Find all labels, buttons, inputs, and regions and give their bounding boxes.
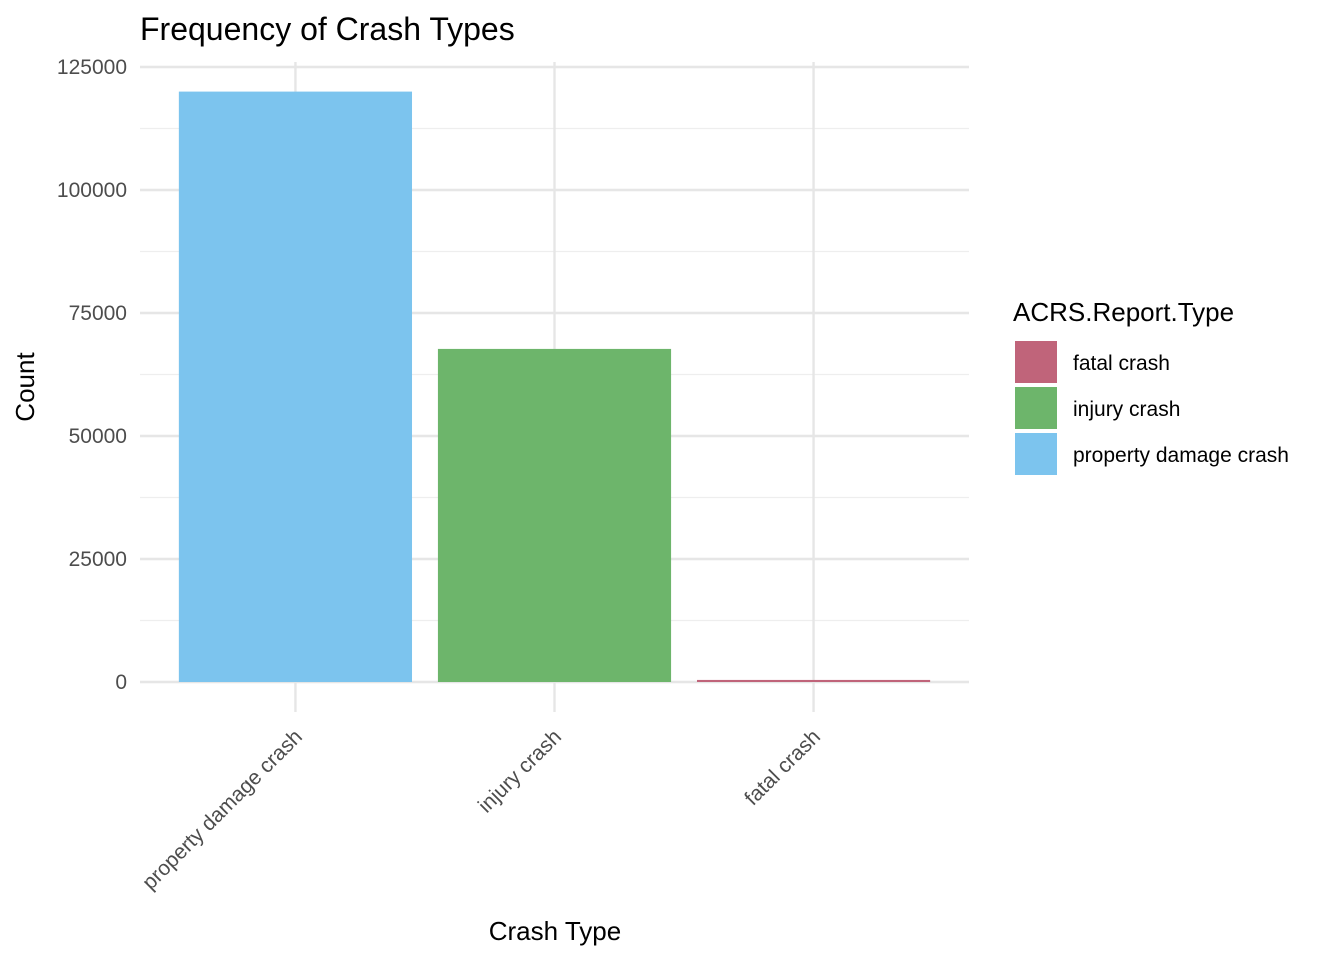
bars — [178, 91, 931, 683]
y-tick-label: 75000 — [69, 302, 127, 325]
x-tick-label: property damage crash — [138, 725, 307, 894]
legend-title: ACRS.Report.Type — [1013, 297, 1234, 327]
x-tick-label: injury crash — [474, 725, 566, 817]
x-tick-label: fatal crash — [740, 725, 825, 810]
y-tick-label: 100000 — [57, 179, 127, 202]
x-axis-title: Crash Type — [489, 916, 621, 946]
y-tick-label: 25000 — [69, 548, 127, 571]
bar-fatal-crash — [696, 679, 931, 682]
y-tick-label: 50000 — [69, 425, 127, 448]
bar-property-damage-crash — [178, 91, 413, 683]
bar-injury-crash — [437, 348, 672, 682]
legend: ACRS.Report.Type fatal crash injury crash… — [1013, 297, 1289, 475]
legend-swatch-injury-crash — [1015, 387, 1057, 429]
chart-title: Frequency of Crash Types — [140, 11, 515, 47]
y-tick-label: 125000 — [57, 56, 127, 79]
legend-label: injury crash — [1073, 398, 1180, 421]
legend-label: fatal crash — [1073, 352, 1170, 375]
y-axis-title: Count — [10, 352, 40, 422]
legend-swatch-fatal-crash — [1015, 341, 1057, 383]
x-axis-ticks: property damage crash injury crash fatal c… — [138, 725, 825, 894]
legend-swatch-property-damage-crash — [1015, 433, 1057, 475]
y-tick-label: 0 — [115, 671, 127, 694]
legend-label: property damage crash — [1073, 444, 1289, 467]
y-axis-ticks: 0 25000 50000 75000 100000 125000 — [57, 56, 127, 694]
